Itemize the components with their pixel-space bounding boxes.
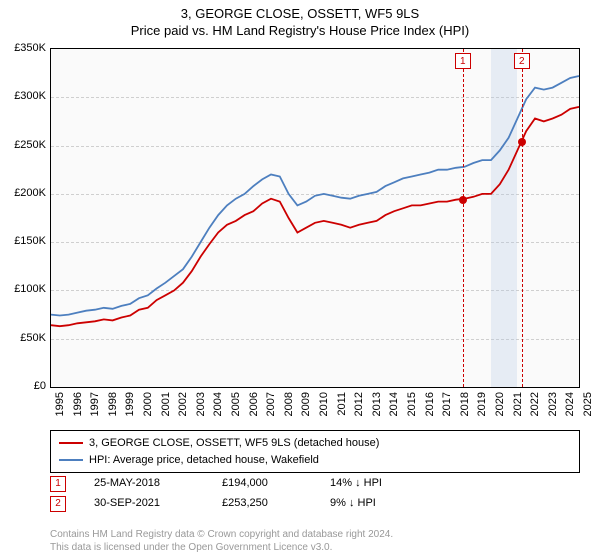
y-axis-tick-label: £100K <box>14 283 46 295</box>
series-line <box>51 107 579 326</box>
x-axis-tick-label: 2022 <box>529 392 541 416</box>
y-axis-tick-label: £0 <box>34 380 46 392</box>
x-axis-tick-label: 2007 <box>265 392 277 416</box>
x-axis-tick-label: 2009 <box>300 392 312 416</box>
event-id-marker: 2 <box>50 496 66 512</box>
x-axis-tick-label: 2004 <box>212 392 224 416</box>
x-axis-tick-label: 2000 <box>142 392 154 416</box>
x-axis-tick-label: 1997 <box>89 392 101 416</box>
x-axis-tick-label: 2025 <box>582 392 594 416</box>
footer-line-1: Contains HM Land Registry data © Crown c… <box>50 528 580 541</box>
event-vertical-line <box>522 49 523 387</box>
attribution-footer: Contains HM Land Registry data © Crown c… <box>50 528 580 554</box>
x-axis-tick-label: 2011 <box>336 392 348 416</box>
x-axis-tick-label: 2002 <box>177 392 189 416</box>
y-axis-tick-label: £50K <box>20 332 46 344</box>
x-axis-tick-label: 2015 <box>406 392 418 416</box>
event-marker-label: 2 <box>514 53 530 69</box>
x-axis-tick-label: 1995 <box>54 392 66 416</box>
x-axis-tick-label: 2021 <box>512 392 524 416</box>
x-axis-tick-label: 1999 <box>124 392 136 416</box>
legend: 3, GEORGE CLOSE, OSSETT, WF5 9LS (detach… <box>50 430 580 473</box>
x-axis-tick-label: 1998 <box>107 392 119 416</box>
legend-label: HPI: Average price, detached house, Wake… <box>89 452 319 469</box>
y-axis-tick-label: £300K <box>14 90 46 102</box>
series-line <box>51 76 579 316</box>
event-point <box>459 196 467 204</box>
legend-label: 3, GEORGE CLOSE, OSSETT, WF5 9LS (detach… <box>89 435 379 452</box>
event-delta: 14% ↓ HPI <box>330 474 382 494</box>
event-point <box>518 138 526 146</box>
x-axis-tick-label: 2018 <box>459 392 471 416</box>
legend-swatch <box>59 459 83 461</box>
x-axis-tick-label: 2001 <box>160 392 172 416</box>
chart-lines <box>51 49 579 387</box>
y-axis-tick-label: £350K <box>14 42 46 54</box>
x-axis-tick-label: 2013 <box>371 392 383 416</box>
footer-line-2: This data is licensed under the Open Gov… <box>50 541 580 554</box>
event-row: 2 30-SEP-2021 £253,250 9% ↓ HPI <box>50 494 580 514</box>
chart-plot-area: 12 <box>50 48 580 388</box>
event-price: £253,250 <box>222 494 302 514</box>
legend-item: 3, GEORGE CLOSE, OSSETT, WF5 9LS (detach… <box>59 435 571 452</box>
y-axis-tick-label: £150K <box>14 235 46 247</box>
x-axis-tick-label: 2010 <box>318 392 330 416</box>
x-axis-tick-label: 1996 <box>72 392 84 416</box>
chart-subtitle: Price paid vs. HM Land Registry's House … <box>0 23 600 44</box>
x-axis-tick-label: 2024 <box>564 392 576 416</box>
event-vertical-line <box>463 49 464 387</box>
x-axis-tick-label: 2023 <box>547 392 559 416</box>
x-axis-tick-label: 2003 <box>195 392 207 416</box>
event-id-marker: 1 <box>50 476 66 492</box>
y-axis-tick-label: £200K <box>14 187 46 199</box>
x-axis-tick-label: 2020 <box>494 392 506 416</box>
events-table: 1 25-MAY-2018 £194,000 14% ↓ HPI 2 30-SEP-202… <box>50 474 580 514</box>
event-date: 30-SEP-2021 <box>94 494 194 514</box>
x-axis-tick-label: 2006 <box>248 392 260 416</box>
event-marker-label: 1 <box>455 53 471 69</box>
legend-swatch <box>59 442 83 444</box>
x-axis-tick-label: 2005 <box>230 392 242 416</box>
legend-item: HPI: Average price, detached house, Wake… <box>59 452 571 469</box>
x-axis-tick-label: 2017 <box>441 392 453 416</box>
x-axis-tick-label: 2014 <box>388 392 400 416</box>
x-axis-tick-label: 2019 <box>476 392 488 416</box>
event-delta: 9% ↓ HPI <box>330 494 376 514</box>
chart-title: 3, GEORGE CLOSE, OSSETT, WF5 9LS <box>0 0 600 23</box>
x-axis-tick-label: 2012 <box>353 392 365 416</box>
y-axis-tick-label: £250K <box>14 139 46 151</box>
x-axis-tick-label: 2016 <box>424 392 436 416</box>
event-date: 25-MAY-2018 <box>94 474 194 494</box>
event-price: £194,000 <box>222 474 302 494</box>
x-axis-tick-label: 2008 <box>283 392 295 416</box>
event-row: 1 25-MAY-2018 £194,000 14% ↓ HPI <box>50 474 580 494</box>
